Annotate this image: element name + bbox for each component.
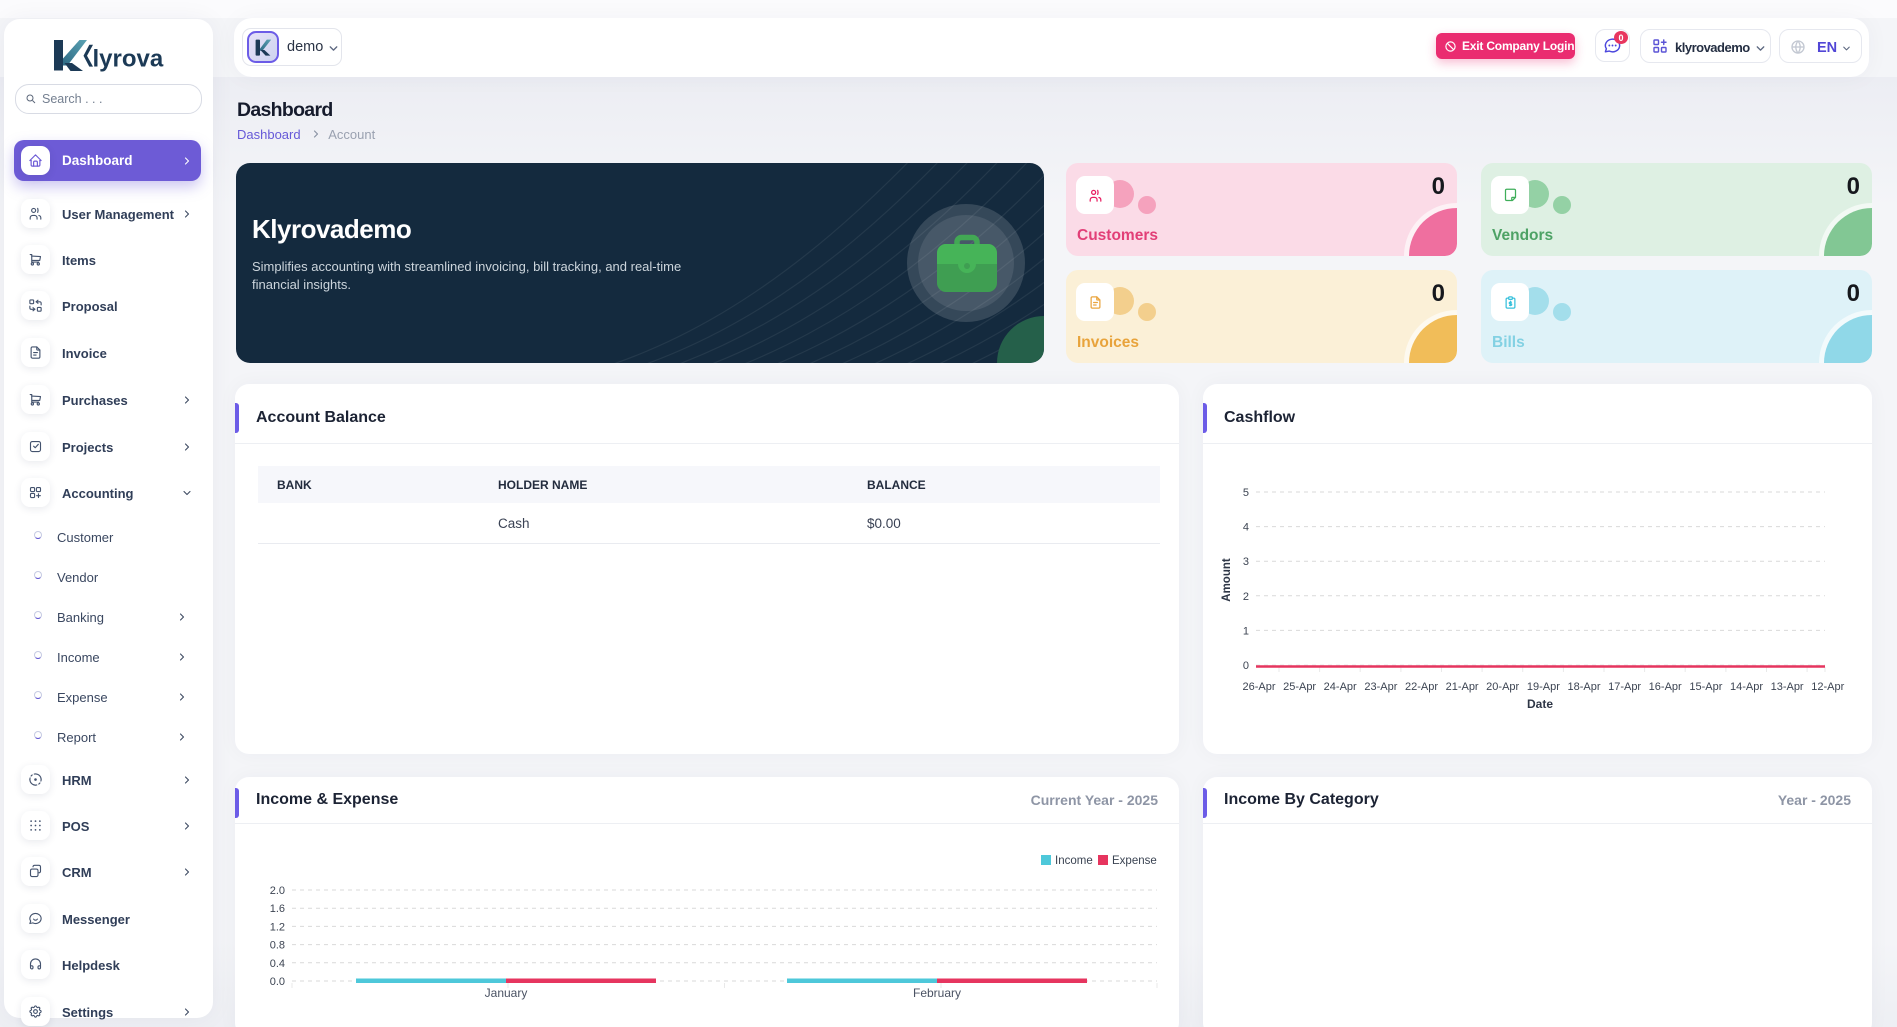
svg-text:Amount: Amount (1221, 558, 1233, 602)
svg-text:2.0: 2.0 (270, 885, 285, 897)
svg-text:3: 3 (1243, 556, 1249, 568)
svg-text:January: January (485, 986, 528, 1000)
svg-text:5: 5 (1243, 487, 1249, 499)
svg-text:lyrova: lyrova (93, 46, 164, 72)
svg-text:16-Apr: 16-Apr (1649, 681, 1682, 693)
svg-text:13-Apr: 13-Apr (1771, 681, 1804, 693)
svg-text:0.4: 0.4 (270, 958, 285, 970)
svg-text:19-Apr: 19-Apr (1527, 681, 1560, 693)
svg-text:Expense: Expense (1112, 855, 1157, 867)
svg-text:22-Apr: 22-Apr (1405, 681, 1438, 693)
svg-text:23-Apr: 23-Apr (1364, 681, 1397, 693)
svg-text:0.0: 0.0 (270, 976, 285, 988)
svg-text:20-Apr: 20-Apr (1486, 681, 1519, 693)
svg-text:Date: Date (1527, 697, 1553, 711)
svg-text:Income: Income (1055, 855, 1093, 867)
svg-text:18-Apr: 18-Apr (1567, 681, 1600, 693)
svg-text:12-Apr: 12-Apr (1811, 681, 1844, 693)
svg-text:26-Apr: 26-Apr (1242, 681, 1275, 693)
svg-text:24-Apr: 24-Apr (1324, 681, 1357, 693)
svg-text:0: 0 (1243, 660, 1249, 672)
svg-text:17-Apr: 17-Apr (1608, 681, 1641, 693)
svg-text:1: 1 (1243, 625, 1249, 637)
svg-text:1.2: 1.2 (270, 921, 285, 933)
svg-text:1.6: 1.6 (270, 903, 285, 915)
svg-text:15-Apr: 15-Apr (1689, 681, 1722, 693)
svg-text:25-Apr: 25-Apr (1283, 681, 1316, 693)
svg-text:February: February (913, 986, 961, 1000)
svg-text:4: 4 (1243, 522, 1249, 534)
svg-text:2: 2 (1243, 591, 1249, 603)
svg-text:0.8: 0.8 (270, 940, 285, 952)
svg-text:21-Apr: 21-Apr (1446, 681, 1479, 693)
svg-text:14-Apr: 14-Apr (1730, 681, 1763, 693)
